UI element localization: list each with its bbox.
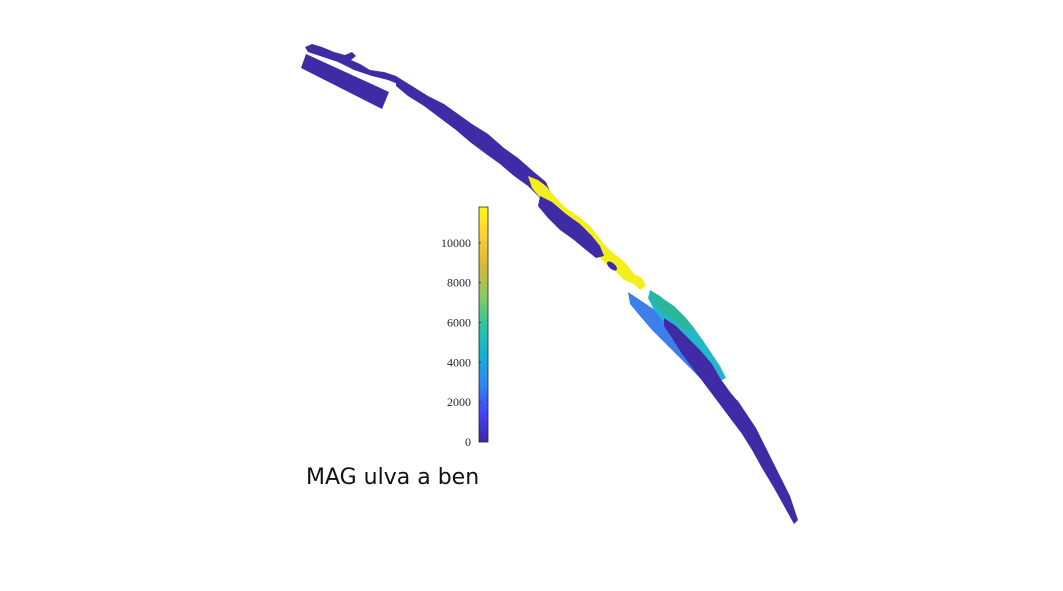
zone-north-islet-c: [511, 160, 523, 172]
colorbar: 0 2000 4000 6000 8000 10000: [441, 206, 489, 449]
colorbar-tick-label: 6000: [447, 316, 471, 330]
colorbar-ticks: 0 2000 4000 6000 8000 10000: [441, 236, 481, 449]
zone-northwest-tip: [305, 44, 398, 84]
zone-central-lagoon: [538, 196, 604, 258]
colorbar-tick-label: 0: [465, 435, 471, 449]
colorbar-tick-label: 2000: [447, 395, 471, 409]
zone-teal: [650, 290, 694, 330]
colorbar-tick-label: 8000: [447, 276, 471, 290]
colorbar-bar: [478, 206, 489, 443]
colorbar-tick-label: 4000: [447, 355, 471, 369]
coastline-zones: [301, 44, 798, 524]
zone-south-core: [664, 318, 798, 524]
zone-south-islet-b: [727, 397, 741, 411]
colorbar-tick-label: 10000: [441, 236, 471, 250]
zone-north-strip: [396, 76, 552, 200]
zone-north-islet-a: [453, 116, 471, 128]
zone-central-islet: [607, 261, 617, 271]
zone-block-northwest: [301, 54, 389, 109]
zone-south-islet-c: [746, 426, 758, 438]
figure-title: MAG ulva a ben: [306, 465, 479, 490]
zone-south-islet-a: [694, 364, 710, 380]
zone-north-islet-b: [485, 140, 499, 152]
